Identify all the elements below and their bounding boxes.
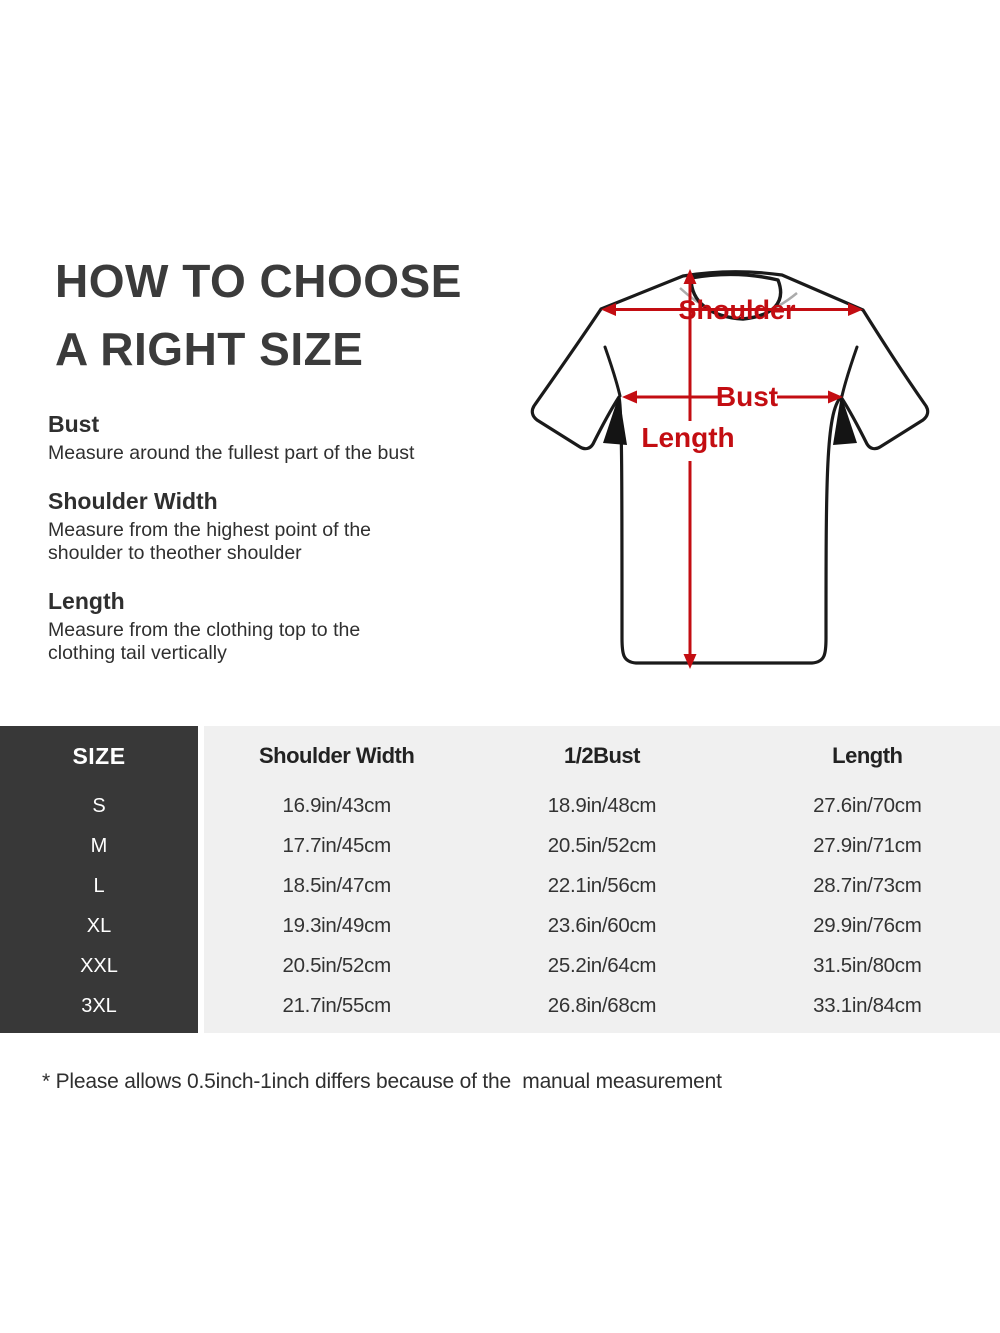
size-label: XL: [86, 914, 112, 937]
size-label: XXL: [80, 954, 118, 977]
size-label: L: [93, 874, 105, 897]
table-row-xl: XL 19.3in/49cm 23.6in/60cm 29.9in/76cm: [0, 906, 1000, 946]
shoulder-arrow: [601, 303, 863, 316]
guide-item-bust: Bust Measure around the fullest part of …: [48, 410, 478, 465]
measurement-guide: Bust Measure around the fullest part of …: [48, 410, 478, 687]
shoulder-value: 20.5in/52cm: [282, 954, 391, 977]
length-value: 27.9in/71cm: [813, 834, 922, 857]
shoulder-arrow-label: Shoulder: [678, 295, 795, 325]
tshirt-outline: [530, 270, 930, 665]
right-armpit-seam: [840, 345, 859, 398]
shoulder-value: 19.3in/49cm: [282, 914, 391, 937]
page-title: HOW TO CHOOSE A RIGHT SIZE: [55, 255, 462, 375]
bust-value: 20.5in/52cm: [547, 834, 657, 857]
guide-description-length: Measure from the clothing top to the clo…: [48, 619, 361, 664]
table-row-s: S 16.9in/43cm 18.9in/48cm 27.6in/70cm: [0, 786, 1000, 826]
shoulder-value: 17.7in/45cm: [282, 834, 391, 857]
bust-value: 23.6in/60cm: [547, 914, 657, 937]
length-value: 28.7in/73cm: [813, 874, 922, 897]
guide-description-bust: Measure around the fullest part of the b…: [48, 442, 415, 464]
guide-heading-length: Length: [48, 588, 125, 614]
right-armpit-shadow: [833, 395, 857, 445]
length-arrow: [683, 269, 697, 669]
bust-value: 22.1in/56cm: [547, 874, 657, 897]
bust-value: 25.2in/64cm: [547, 954, 657, 977]
bust-arrow-label: Bust: [716, 381, 778, 412]
column-header-half-bust: 1/2Bust: [564, 743, 640, 768]
size-label: M: [90, 834, 108, 857]
table-row-3xl: 3XL 21.7in/55cm 26.8in/68cm 33.1in/84cm: [0, 986, 1000, 1026]
length-value: 33.1in/84cm: [813, 994, 922, 1017]
size-column-background: [0, 726, 198, 1033]
guide-heading-bust: Bust: [48, 411, 100, 437]
left-armpit-seam: [603, 345, 622, 398]
bust-arrow: [622, 390, 843, 404]
guide-item-shoulder-width: Shoulder Width Measure from the highest …: [48, 487, 478, 565]
shoulder-value: 18.5in/47cm: [282, 874, 391, 897]
table-body-background: [204, 726, 1000, 1033]
length-value: 31.5in/80cm: [813, 954, 922, 977]
column-header-length: Length: [832, 743, 903, 768]
shoulder-value: 16.9in/43cm: [282, 794, 391, 817]
column-header-size: SIZE: [72, 742, 126, 769]
measurement-disclaimer: * Please allows 0.5inch-1inch differs be…: [42, 1070, 722, 1093]
bust-value: 26.8in/68cm: [547, 994, 657, 1017]
length-value: 27.6in/70cm: [813, 794, 922, 817]
size-label: S: [92, 794, 106, 817]
table-row-l: L 18.5in/47cm 22.1in/56cm 28.7in/73cm: [0, 866, 1000, 906]
length-arrow-label: Length: [641, 422, 734, 453]
size-table-header-row: SIZE Shoulder Width 1/2Bust Length: [0, 726, 1000, 786]
table-row-m: M 17.7in/45cm 20.5in/52cm 27.9in/71cm: [0, 826, 1000, 866]
length-value: 29.9in/76cm: [813, 914, 922, 937]
size-label: 3XL: [81, 994, 117, 1017]
bust-value: 18.9in/48cm: [547, 794, 657, 817]
left-armpit-shadow: [603, 395, 627, 445]
size-table: SIZE Shoulder Width 1/2Bust Length S 16.…: [0, 726, 1000, 1033]
guide-description-shoulder-width: Measure from the highest point of the sh…: [48, 519, 372, 564]
table-row-xxl: XXL 20.5in/52cm 25.2in/64cm 31.5in/80cm: [0, 946, 1000, 986]
tshirt-measurement-diagram: Shoulder Bust Length: [500, 240, 970, 680]
column-header-shoulder-width: Shoulder Width: [258, 743, 415, 768]
shoulder-value: 21.7in/55cm: [282, 994, 391, 1017]
guide-heading-shoulder-width: Shoulder Width: [48, 488, 218, 514]
collar-opening: [689, 272, 783, 321]
guide-item-length: Length Measure from the clothing top to …: [48, 587, 478, 665]
